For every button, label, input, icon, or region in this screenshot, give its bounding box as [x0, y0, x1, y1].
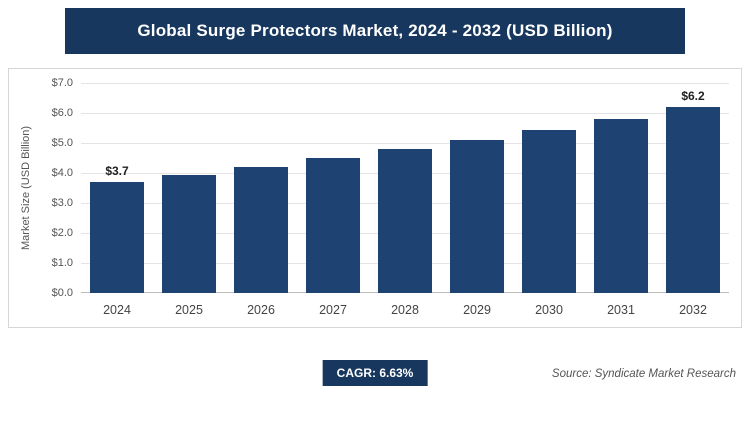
bar-2024 — [90, 182, 144, 293]
x-axis-label: 2030 — [535, 303, 563, 317]
bar-cell — [153, 83, 225, 293]
bar-cell — [513, 83, 585, 293]
cagr-badge: CAGR: 6.63% — [322, 360, 428, 386]
bar-cell — [441, 83, 513, 293]
x-axis-labels: 2024 2025 2026 2027 2028 2029 2030 2031 2032 — [81, 293, 729, 323]
bar-2032 — [666, 107, 720, 293]
gridline — [81, 83, 729, 84]
y-axis-title: Market Size (USD Billion) — [20, 125, 32, 251]
bar-2030 — [522, 129, 576, 293]
y-tick-label: $4.0 — [51, 167, 73, 179]
y-tick-label: $7.0 — [51, 77, 73, 89]
y-tick-label: $1.0 — [51, 257, 73, 269]
bar-2029 — [450, 140, 504, 293]
bar-cell: $6.2 — [657, 83, 729, 293]
y-tick-label: $2.0 — [51, 227, 73, 239]
gridline — [81, 113, 729, 114]
bar-2025 — [162, 174, 216, 293]
bars-row: $3.7 $6.2 — [81, 83, 729, 293]
y-tick-label: $6.0 — [51, 107, 73, 119]
bar-cell: $3.7 — [81, 83, 153, 293]
x-axis-label: 2026 — [247, 303, 275, 317]
plot-area: $3.7 $6.2 — [81, 83, 729, 293]
bar-cell — [297, 83, 369, 293]
bar-value-label: $6.2 — [681, 89, 705, 103]
y-tick-label: $5.0 — [51, 137, 73, 149]
bar-2026 — [234, 167, 288, 293]
x-axis-label: 2024 — [103, 303, 131, 317]
y-axis-ticks: $0.0 $1.0 $2.0 $3.0 $4.0 $5.0 $6.0 $7.0 — [37, 77, 81, 299]
chart-inner: Market Size (USD Billion) $0.0 $1.0 $2.0 $3… — [15, 77, 729, 323]
x-axis-label: 2028 — [391, 303, 419, 317]
chart-container: Market Size (USD Billion) $0.0 $1.0 $2.0 $3… — [8, 68, 742, 328]
source-text: Source: Syndicate Market Research — [551, 368, 736, 380]
x-axis-label: 2032 — [679, 303, 707, 317]
chart-title-bar: Global Surge Protectors Market, 2024 - 2… — [65, 8, 685, 54]
x-axis-label: 2031 — [607, 303, 635, 317]
bar-2028 — [378, 149, 432, 293]
bar-cell — [585, 83, 657, 293]
x-axis-label: 2029 — [463, 303, 491, 317]
y-tick-label: $0.0 — [51, 287, 73, 299]
page: Global Surge Protectors Market, 2024 - 2… — [0, 8, 750, 425]
chart-footer: CAGR: 6.63% Source: Syndicate Market Res… — [0, 360, 750, 388]
bar-2027 — [306, 158, 360, 293]
x-axis-label: 2025 — [175, 303, 203, 317]
y-tick-label: $3.0 — [51, 197, 73, 209]
gridline — [81, 143, 729, 144]
x-axis-label: 2027 — [319, 303, 347, 317]
chart-title: Global Surge Protectors Market, 2024 - 2… — [137, 21, 613, 40]
bar-cell — [225, 83, 297, 293]
bar-cell — [369, 83, 441, 293]
bar-2031 — [594, 119, 648, 293]
bar-value-label: $3.7 — [105, 164, 129, 178]
